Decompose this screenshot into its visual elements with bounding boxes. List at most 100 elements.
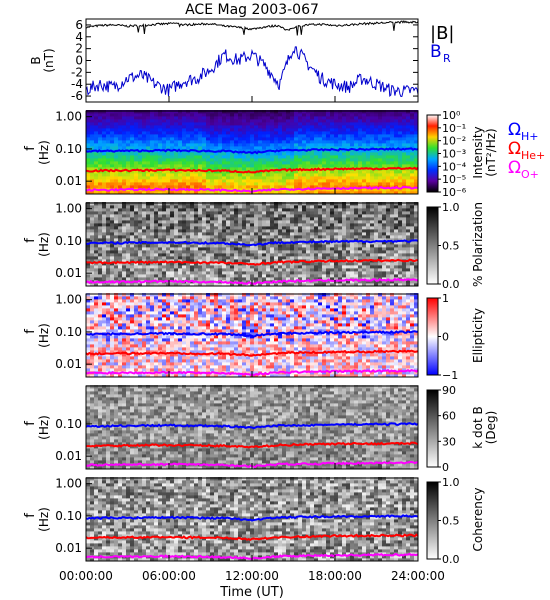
y-axis-label-polarization: f: [23, 238, 38, 243]
colorbar-label-k-dot-b: (Deg): [484, 411, 498, 445]
colorbar-polarization: [426, 206, 439, 285]
colorbar-label-intensity: Intensity: [471, 126, 485, 178]
panel-k-dot-b: 0.10 0.01 f (Hz) 90 60 30 0 k dot B (Deg): [23, 384, 498, 474]
y-axis-label-k-dot-b: f: [23, 421, 38, 426]
plot-frame-b: [85, 18, 419, 103]
colorbar-tick-label-intensity: 10⁻⁵: [442, 173, 466, 186]
y-tick-label-polarization: 0.10: [55, 234, 82, 248]
colorbar-label-k-dot-b: k dot B: [471, 406, 485, 448]
colorbar-label-polarization: % Polarization: [471, 202, 485, 287]
colorbar-tick-label-intensity: 10⁻²: [442, 135, 466, 148]
legend-br: B: [430, 42, 442, 62]
colorbar-label-coherency: Coherency: [471, 487, 485, 551]
x-tick-label: 12:00:00: [225, 569, 279, 583]
panel-intensity: 1.00 0.10 0.01 f (Hz) 10⁰10⁻¹10⁻²10⁻³10⁻⁴10⁻⁵…: [23, 109, 545, 199]
panel-coherency: 1.00 0.10 0.01 f (Hz) 1.0 0.5 0.0 Coherency: [23, 476, 485, 566]
panel-polarization: 1.00 0.10 0.01 f (Hz) 1.0 0.5 0.0 % Polarization: [23, 201, 485, 291]
gyro-line-Hplus: [85, 147, 419, 155]
x-tick-label: 18:00:00: [308, 569, 362, 583]
y-tick-label-polarization: 0.01: [55, 266, 82, 280]
y-tick-label-coherency: 1.00: [55, 477, 82, 491]
colorbar-tick-label-ellipticity: 1: [442, 292, 449, 305]
y-tick-label-b: -2: [71, 65, 83, 79]
colorbar-tick-label-intensity: 10⁻⁴: [442, 160, 467, 173]
y-tick-label-k-dot-b: 0.01: [55, 449, 82, 463]
x-axis-label: Time (UT): [219, 585, 284, 600]
y-tick-label-intensity: 0.10: [55, 142, 82, 156]
y-tick-label-k-dot-b: 0.10: [55, 417, 82, 431]
legend-omega-sub-Heplus: He+: [521, 149, 545, 162]
colorbar-tick-label-intensity: 10⁻¹: [442, 122, 466, 135]
legend-omega-Oplus: Ω: [508, 158, 521, 178]
y-axis-unit-k-dot-b: (Hz): [37, 415, 51, 440]
gyro-line-Heplus: [85, 441, 419, 449]
y-tick-label-intensity: 0.01: [55, 174, 82, 188]
series-line-bmag: [85, 20, 419, 36]
y-axis-label-coherency: f: [23, 513, 38, 518]
y-tick-label-b: 2: [75, 42, 83, 56]
colorbar-tick-label-k-dot-b: 30: [442, 435, 456, 448]
gyro-line-Hplus: [85, 422, 419, 430]
gyro-line-Hplus: [85, 514, 419, 522]
y-tick-label-b: -6: [71, 89, 83, 103]
y-axis-unit-intensity: (Hz): [37, 140, 51, 165]
gyro-line-Heplus: [85, 166, 419, 174]
colorbar-tick-label-intensity: 10⁰: [442, 109, 461, 122]
colorbar-intensity: [426, 114, 439, 193]
colorbar-tick-label-coherency: 0.0: [442, 553, 460, 566]
x-tick-label: 24:00:00: [391, 569, 445, 583]
colorbar-tick-label-polarization: 0.0: [442, 278, 460, 291]
colorbar-tick-label-k-dot-b: 0: [442, 461, 449, 474]
legend-br-sub: R: [443, 52, 451, 65]
x-tick-label: 00:00:00: [59, 569, 113, 583]
colorbar-tick-label-polarization: 1.0: [442, 201, 460, 214]
colorbar-tick-label-k-dot-b: 60: [442, 410, 456, 423]
colorbar-tick-label-intensity: 10⁻³: [442, 148, 466, 161]
y-tick-label-ellipticity: 0.10: [55, 325, 82, 339]
y-tick-label-ellipticity: 0.01: [55, 357, 82, 371]
legend-omega-sub-Hplus: H+: [521, 130, 539, 143]
colorbar-tick-label-coherency: 1.0: [442, 476, 460, 489]
colorbar-tick-label-coherency: 0.5: [442, 515, 460, 528]
colorbar-tick-label-polarization: 0.5: [442, 240, 460, 253]
colorbar-tick-label-ellipticity: 0: [442, 331, 449, 344]
legend-omega-Hplus: Ω: [508, 120, 521, 140]
colorbar-label-ellipticity: Ellipticity: [471, 308, 485, 363]
y-axis-label-ellipticity: f: [23, 329, 38, 334]
gyro-line-Hplus: [85, 330, 419, 338]
colorbar-tick-label-k-dot-b: 90: [442, 384, 456, 397]
y-axis-label-b: B: [29, 56, 43, 64]
y-axis-unit-ellipticity: (Hz): [37, 323, 51, 348]
y-tick-label-ellipticity: 1.00: [55, 293, 82, 307]
chart-title: ACE Mag 2003-067: [185, 2, 319, 18]
y-tick-label-b: 6: [75, 18, 83, 32]
y-axis-unit-b: (nT): [42, 48, 56, 72]
colorbar-k-dot-b: [426, 389, 439, 468]
gyro-line-Hplus: [85, 239, 419, 247]
gyro-line-Heplus: [85, 349, 419, 357]
x-axis: 00:00:00 06:00:00 12:00:00 18:00:00 24:00:00: [59, 96, 445, 583]
y-tick-label-b: 4: [75, 30, 83, 44]
y-tick-label-coherency: 0.10: [55, 509, 82, 523]
legend-omega-Heplus: Ω: [508, 139, 521, 159]
x-tick-label: 06:00:00: [142, 569, 196, 583]
series-line-br: [85, 46, 419, 98]
y-tick-label-b: -4: [71, 77, 83, 91]
legend-omega-sub-Oplus: O+: [521, 168, 539, 181]
panel-ellipticity: 1.00 0.10 0.01 f (Hz) 1 0 −1 Ellipticity: [23, 292, 485, 382]
colorbar-ellipticity: [426, 297, 439, 376]
legend-bmag: |B|: [430, 23, 454, 44]
y-axis-unit-polarization: (Hz): [37, 232, 51, 257]
y-tick-label-b: 0: [75, 54, 83, 68]
y-tick-label-polarization: 1.00: [55, 202, 82, 216]
y-tick-label-coherency: 0.01: [55, 541, 82, 555]
y-axis-unit-coherency: (Hz): [37, 507, 51, 532]
gyro-line-Heplus: [85, 258, 418, 266]
colorbar-label-intensity: (nT²/Hz): [484, 128, 498, 176]
y-tick-label-intensity: 1.00: [55, 110, 82, 124]
y-axis-label-intensity: f: [23, 146, 38, 151]
colorbar-tick-label-ellipticity: −1: [442, 369, 458, 382]
